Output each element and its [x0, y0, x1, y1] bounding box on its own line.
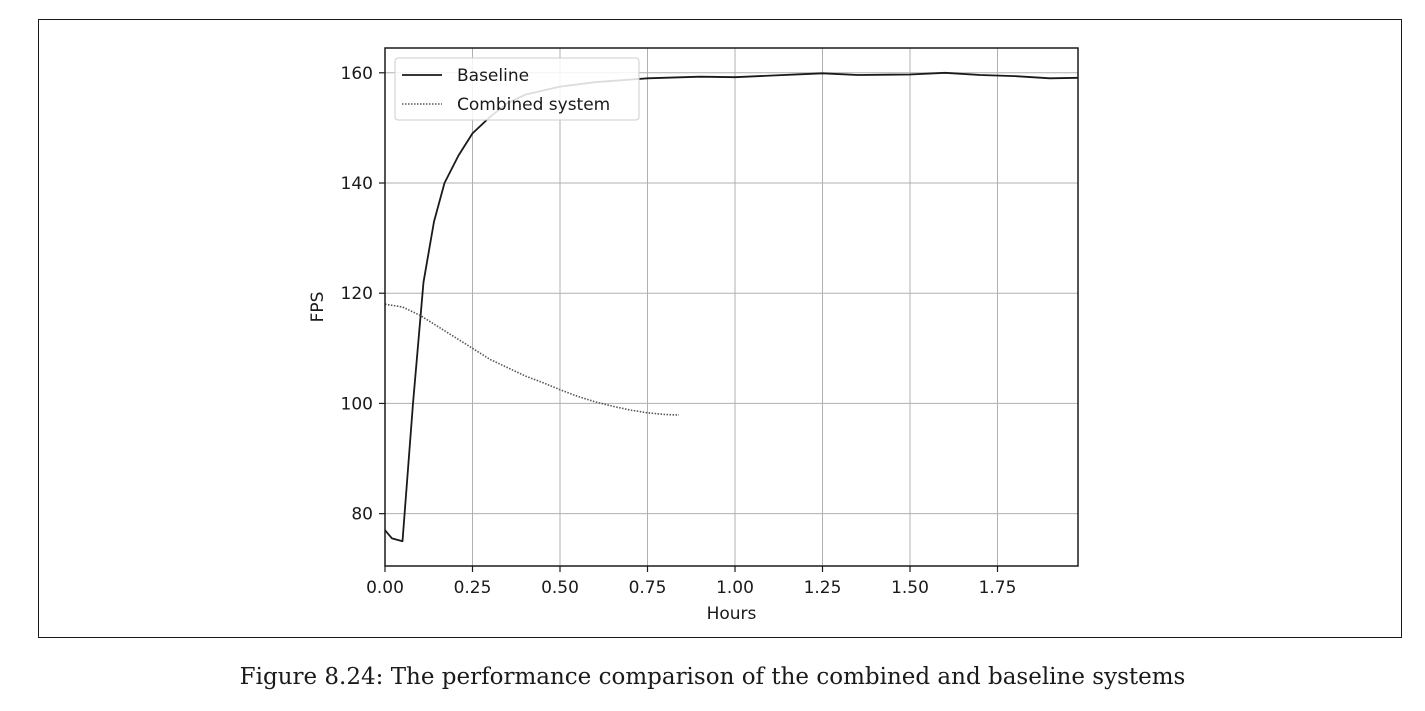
legend-label-combined-system: Combined system: [457, 95, 610, 115]
x-tick-label: 1.50: [891, 578, 929, 598]
legend-label-baseline: Baseline: [457, 66, 529, 86]
legend: Baseline Combined system: [394, 57, 640, 121]
x-axis-label: Hours: [707, 604, 757, 624]
y-tick-label: 160: [341, 64, 373, 84]
figure-caption: Figure 8.24: The performance comparison …: [239, 664, 1186, 690]
y-tick-label: 140: [341, 174, 373, 194]
y-tick-label: 100: [341, 394, 373, 414]
plot-area-frame: [384, 47, 1079, 567]
series-line-baseline: [384, 71, 1079, 543]
y-axis-label: FPS: [308, 292, 328, 323]
x-tick-label: 0.00: [366, 578, 404, 598]
y-tick-label: 120: [341, 284, 373, 304]
x-tick-label: 1.75: [979, 578, 1017, 598]
grid: [384, 48, 1078, 566]
y-tick-label: 80: [351, 505, 373, 525]
figure-frame: [38, 19, 1402, 638]
legend-box: [394, 57, 640, 121]
series-layer: [384, 71, 1079, 543]
x-tick-label: 1.00: [716, 578, 754, 598]
x-tick-label: 0.50: [541, 578, 579, 598]
x-tick-label: 1.25: [804, 578, 842, 598]
x-tick-label: 0.75: [629, 578, 667, 598]
line-chart: 0.00 0.25 0.50 0.75 1.00 1.25 1.50 1.75 80 100 120…: [308, 47, 1079, 624]
ticks: 0.00 0.25 0.50 0.75 1.00 1.25 1.50 1.75 80 100 120…: [341, 64, 1017, 598]
series-line-combined-system: [384, 303, 680, 416]
x-tick-label: 0.25: [454, 578, 492, 598]
